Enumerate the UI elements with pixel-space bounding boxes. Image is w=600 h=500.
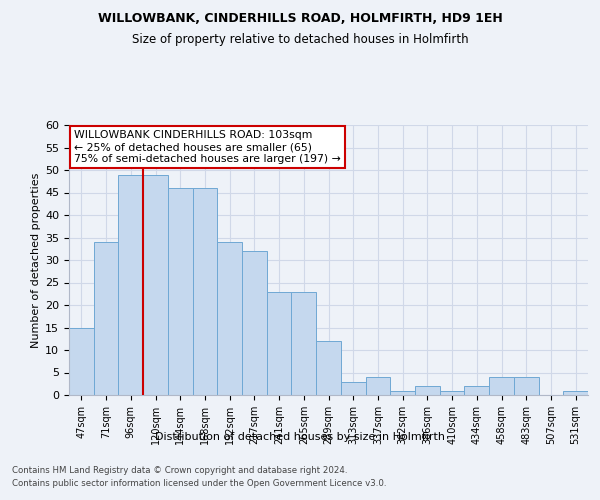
Bar xyxy=(292,292,316,395)
Bar xyxy=(514,377,539,395)
Bar xyxy=(316,341,341,395)
Bar xyxy=(390,390,415,395)
Bar xyxy=(118,174,143,395)
Bar xyxy=(464,386,489,395)
Bar xyxy=(440,390,464,395)
Text: Contains HM Land Registry data © Crown copyright and database right 2024.: Contains HM Land Registry data © Crown c… xyxy=(12,466,347,475)
Y-axis label: Number of detached properties: Number of detached properties xyxy=(31,172,41,348)
Text: Distribution of detached houses by size in Holmfirth: Distribution of detached houses by size … xyxy=(155,432,445,442)
Text: WILLOWBANK, CINDERHILLS ROAD, HOLMFIRTH, HD9 1EH: WILLOWBANK, CINDERHILLS ROAD, HOLMFIRTH,… xyxy=(98,12,502,26)
Text: Contains public sector information licensed under the Open Government Licence v3: Contains public sector information licen… xyxy=(12,478,386,488)
Bar xyxy=(341,382,365,395)
Text: WILLOWBANK CINDERHILLS ROAD: 103sqm
← 25% of detached houses are smaller (65)
75: WILLOWBANK CINDERHILLS ROAD: 103sqm ← 25… xyxy=(74,130,341,164)
Bar xyxy=(193,188,217,395)
Bar xyxy=(143,174,168,395)
Bar xyxy=(217,242,242,395)
Bar xyxy=(365,377,390,395)
Text: Size of property relative to detached houses in Holmfirth: Size of property relative to detached ho… xyxy=(131,32,469,46)
Bar xyxy=(168,188,193,395)
Bar xyxy=(563,390,588,395)
Bar xyxy=(415,386,440,395)
Bar xyxy=(69,328,94,395)
Bar xyxy=(267,292,292,395)
Bar xyxy=(489,377,514,395)
Bar xyxy=(94,242,118,395)
Bar xyxy=(242,251,267,395)
